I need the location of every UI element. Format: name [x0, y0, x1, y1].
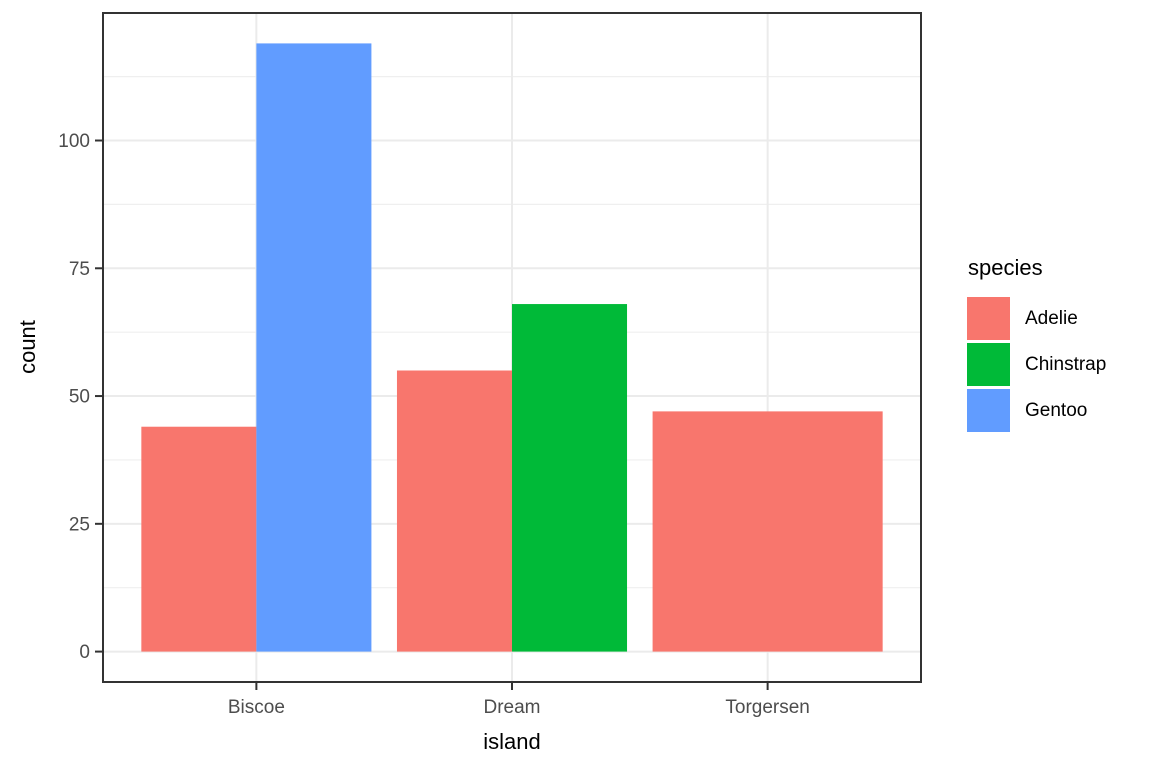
- legend-key-chinstrap: [967, 343, 1010, 386]
- x-tick-label-dream: Dream: [483, 697, 540, 718]
- legend-label-adelie: Adelie: [1025, 307, 1078, 329]
- bar-dream-adelie: [396, 370, 512, 652]
- legend-items: Adelie Chinstrap Gentoo: [960, 297, 1106, 432]
- y-tick-label-50: 50: [69, 387, 90, 408]
- bar-biscoe-gentoo: [256, 43, 372, 652]
- legend-label-chinstrap: Chinstrap: [1025, 353, 1107, 375]
- bar-biscoe-adelie: [141, 426, 257, 652]
- legend: species Adelie Chinstrap Gentoo: [960, 256, 1106, 435]
- legend-item-chinstrap: Chinstrap: [967, 343, 1106, 386]
- legend-key-gentoo: [967, 389, 1010, 432]
- legend-item-adelie: Adelie: [967, 297, 1106, 340]
- y-tick-label-100: 100: [58, 131, 90, 152]
- y-tick-label-0: 0: [79, 642, 90, 663]
- x-axis-title: island: [483, 729, 541, 754]
- y-tick-label-75: 75: [69, 259, 90, 280]
- x-tick-label-biscoe: Biscoe: [228, 697, 285, 718]
- bar-dream-chinstrap: [512, 304, 628, 652]
- legend-label-gentoo: Gentoo: [1025, 399, 1088, 421]
- legend-item-gentoo: Gentoo: [967, 389, 1106, 432]
- legend-key-adelie: [967, 297, 1010, 340]
- y-tick-label-25: 25: [69, 514, 90, 535]
- y-axis-title: count: [15, 320, 40, 374]
- x-tick-label-torgersen: Torgersen: [725, 697, 810, 718]
- legend-title: species: [968, 255, 1043, 280]
- bar-torgersen-adelie: [652, 411, 883, 652]
